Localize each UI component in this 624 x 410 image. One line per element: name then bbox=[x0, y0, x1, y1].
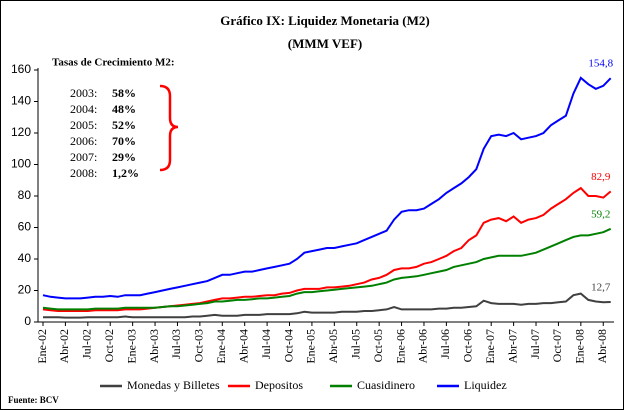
annotation-rate: 58% bbox=[112, 86, 136, 100]
chart-subtitle: (MMM VEF) bbox=[288, 36, 362, 51]
x-tick-label: Ene-02 bbox=[35, 329, 49, 364]
annotation-year: 2007: bbox=[70, 150, 97, 164]
annotation-title: Tasas de Crecimiento M2: bbox=[52, 57, 175, 69]
x-tick-label: Ene-08 bbox=[573, 329, 587, 364]
x-tick-label: Jul-03 bbox=[169, 329, 183, 359]
x-tick-label: Abr-04 bbox=[236, 329, 250, 363]
x-tick-label: Jul-04 bbox=[259, 329, 273, 359]
annotation-year: 2008: bbox=[70, 166, 97, 180]
y-tick-label: 80 bbox=[18, 188, 32, 202]
x-tick-label: Abr-07 bbox=[505, 329, 519, 363]
line bbox=[43, 292, 611, 319]
source: Fuente: BCV bbox=[8, 395, 59, 405]
x-tick-label: Ene-07 bbox=[483, 329, 497, 364]
x-tick-label: Abr-06 bbox=[416, 329, 430, 363]
brace bbox=[159, 84, 179, 172]
x-tick-label: Ene-04 bbox=[214, 329, 228, 364]
y-tick-label: 20 bbox=[18, 283, 32, 297]
line bbox=[42, 76, 612, 300]
value-label: 154,8 bbox=[588, 58, 613, 70]
annotation-rate: 29% bbox=[112, 150, 136, 164]
annotation-year: 2006: bbox=[70, 134, 97, 148]
y-tick-label: 100 bbox=[11, 157, 31, 171]
legend-label: Cuasidinero bbox=[357, 378, 415, 392]
x-tick-label: Abr-03 bbox=[147, 329, 161, 363]
y-tick-label: 0 bbox=[24, 314, 31, 328]
value-label: 12,7 bbox=[591, 282, 611, 294]
legend-label: Depositos bbox=[255, 378, 303, 392]
x-tick-label: Oct-03 bbox=[192, 329, 206, 362]
x-tick-label: Oct-06 bbox=[461, 329, 475, 362]
annotation-year: 2005: bbox=[70, 118, 97, 132]
x-tick-label: Abr-08 bbox=[595, 329, 609, 363]
line bbox=[42, 227, 612, 311]
x-tick-label: Ene-03 bbox=[124, 329, 138, 364]
annotation-year: 2003: bbox=[70, 86, 97, 100]
value-label: 59,2 bbox=[591, 208, 610, 220]
x-tick-label: Jul-06 bbox=[438, 329, 452, 359]
chart-title: Gráfico IX: Liquidez Monetaria (M2) bbox=[220, 13, 429, 28]
y-tick-label: 120 bbox=[11, 125, 31, 139]
annotation-rate: 70% bbox=[112, 134, 136, 148]
x-tick-label: Oct-04 bbox=[281, 329, 295, 362]
x-tick-label: Jul-07 bbox=[528, 329, 542, 359]
x-tick-label: Ene-06 bbox=[393, 329, 407, 364]
legend-label: Monedas y Billetes bbox=[127, 378, 220, 392]
x-tick-label: Ene-05 bbox=[304, 329, 318, 364]
legend-label: Liquidez bbox=[464, 378, 507, 392]
line bbox=[42, 186, 612, 312]
annotation-rate: 1,2% bbox=[112, 166, 139, 180]
annotation-year: 2004: bbox=[70, 102, 97, 116]
x-tick-label: Oct-02 bbox=[102, 329, 116, 362]
y-tick-label: 160 bbox=[11, 62, 31, 76]
x-tick-label: Jul-05 bbox=[348, 329, 362, 359]
y-tick-label: 60 bbox=[18, 220, 32, 234]
x-tick-label: Abr-02 bbox=[57, 329, 71, 363]
annotation-rate: 48% bbox=[112, 102, 136, 116]
annotation-rate: 52% bbox=[112, 118, 136, 132]
x-tick-label: Abr-05 bbox=[326, 329, 340, 363]
x-tick-label: Oct-07 bbox=[550, 329, 564, 362]
value-label: 82,9 bbox=[591, 171, 611, 183]
x-tick-label: Jul-02 bbox=[80, 329, 94, 359]
y-tick-label: 40 bbox=[18, 251, 32, 265]
y-tick-label: 140 bbox=[11, 94, 31, 108]
x-tick-label: Oct-05 bbox=[371, 329, 385, 362]
